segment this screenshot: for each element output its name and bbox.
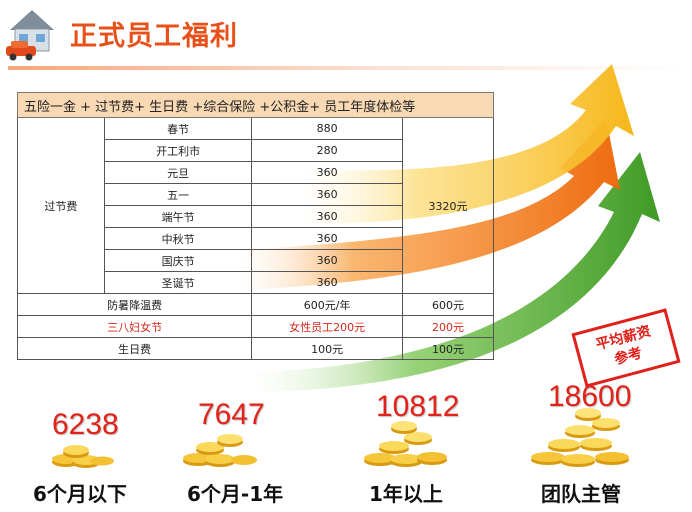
table-row: 防暑降温费 600元/年 600元 [16, 293, 495, 316]
table-row: 三八妇女节 女性员工200元 200元 [16, 315, 495, 338]
benefit-table: 五险一金 + 过节费+ 生日费 +综合保险 +公积金+ 员工年度体检等 过节费 … [16, 92, 495, 360]
holiday-name: 开工利市 [103, 139, 253, 162]
table-row: 中秋节 360 [18, 227, 494, 250]
holiday-amount: 360 [251, 227, 403, 250]
table-header-row: 五险一金 + 过节费+ 生日费 +综合保险 +公积金+ 员工年度体检等 [17, 92, 494, 118]
holiday-amount: 280 [251, 139, 403, 162]
holiday-name: 圣诞节 [103, 271, 253, 294]
holiday-amount: 360 [251, 205, 403, 228]
salary-value: 6238 [52, 408, 119, 441]
table-row: 生日费 100元 100元 [16, 337, 495, 360]
tier-label: 6个月以下 [33, 482, 127, 506]
benefit-amount: 600元/年 [251, 293, 403, 316]
salary-value: 18600 [548, 380, 632, 413]
benefit-total: 600元 [401, 293, 495, 316]
holiday-name: 中秋节 [103, 227, 253, 250]
holiday-total: 3320元 [401, 117, 495, 294]
title-bar: 正式员工福利 [0, 0, 692, 72]
benefit-total: 100元 [401, 337, 495, 360]
coin-stack-icon [52, 445, 114, 468]
holiday-amount: 880 [251, 117, 403, 140]
benefit-name: 防暑降温费 [16, 293, 253, 316]
holiday-name: 五一 [103, 183, 253, 206]
holiday-name: 国庆节 [103, 249, 253, 272]
coin-stack-icon [531, 408, 629, 467]
benefit-amount: 女性员工200元 [251, 315, 403, 338]
benefit-amount: 100元 [251, 337, 403, 360]
holiday-amount: 360 [251, 271, 403, 294]
table-row: 过节费 春节 880 3320元 [17, 117, 495, 294]
page-title: 正式员工福利 [70, 21, 238, 52]
coin-stack-icon [364, 421, 447, 467]
salary-value: 10812 [376, 390, 460, 423]
holiday-amount: 360 [251, 183, 403, 206]
holiday-group-label: 过节费 [17, 117, 105, 294]
table-row: 圣诞节 360 [18, 271, 494, 294]
salary-value: 7647 [198, 398, 265, 431]
holiday-amount: 360 [251, 249, 403, 272]
tier-label: 团队主管 [541, 482, 621, 506]
table-header: 五险一金 + 过节费+ 生日费 +综合保险 +公积金+ 员工年度体检等 [17, 92, 494, 118]
holiday-name: 春节 [103, 117, 253, 140]
holiday-name: 端午节 [103, 205, 253, 228]
tier-label: 6个月-1年 [187, 482, 284, 506]
title-divider [8, 66, 684, 70]
benefit-name: 生日费 [16, 337, 253, 360]
holiday-name: 元旦 [103, 161, 253, 184]
tier-label: 1年以上 [369, 482, 443, 506]
house-car-icon [6, 10, 54, 61]
table-row: 五一 360 [18, 183, 494, 206]
benefit-total: 200元 [401, 315, 495, 338]
benefit-name: 三八妇女节 [16, 315, 253, 338]
coin-stack-icon [183, 434, 257, 467]
holiday-amount: 360 [251, 161, 403, 184]
